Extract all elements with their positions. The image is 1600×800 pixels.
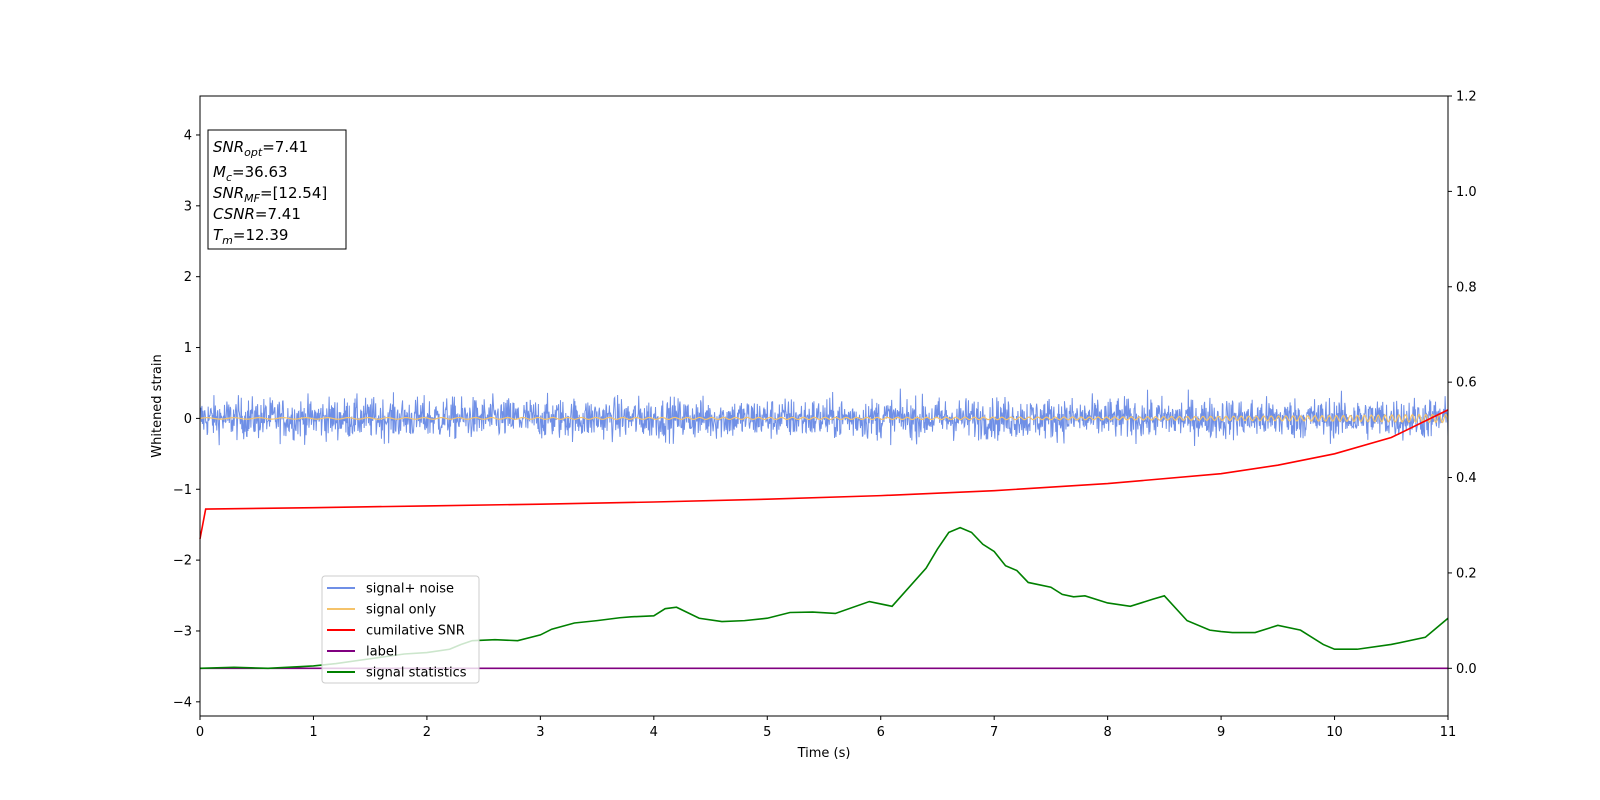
- y2-tick-label: 0.2: [1456, 566, 1477, 581]
- x-tick-label: 7: [990, 725, 998, 740]
- annotation-line: SNRopt=7.41: [213, 138, 308, 159]
- y2-tick-label: 0.8: [1456, 280, 1477, 295]
- x-tick-label: 10: [1326, 725, 1343, 740]
- legend-label: cumilative SNR: [366, 624, 465, 639]
- y2-tick-label: 0.6: [1456, 376, 1477, 391]
- y2-tick-label: 0.4: [1456, 471, 1477, 486]
- legend: signal+ noise signal only cumilative SNR la…: [321, 575, 480, 684]
- y-tick-label: −2: [173, 554, 192, 569]
- plot-frame: [199, 95, 1449, 717]
- x-tick-label: 0: [196, 725, 204, 740]
- annotation-frame: [207, 129, 347, 250]
- y-axis-right: 0.0 0.2 0.4 0.6 0.8 1.0 1.2: [1448, 90, 1477, 677]
- legend-frame: [321, 575, 480, 684]
- x-axis: 0 1 2 3 4 5 6 7 8 9 10 11: [196, 716, 1456, 740]
- x-tick-label: 1: [309, 725, 317, 740]
- annotation-line: Mc=36.63: [213, 163, 288, 184]
- y-tick-label: 3: [184, 199, 192, 214]
- x-tick-label: 6: [877, 725, 885, 740]
- series-line-signal-only: [199, 413, 1449, 424]
- legend-label: label: [366, 645, 397, 660]
- y-tick-label: −4: [173, 695, 192, 710]
- x-tick-label: 9: [1217, 725, 1225, 740]
- annotation-line: CSNR=7.41: [213, 205, 301, 223]
- series-line-signal-noise: [199, 388, 1449, 446]
- y-tick-label: −1: [173, 483, 192, 498]
- annotation-line: Tm=12.39: [213, 226, 288, 247]
- annotation-line: SNRMF=[12.54]: [213, 184, 327, 205]
- y-axis-label: Whitened strain: [150, 354, 165, 457]
- x-tick-label: 3: [536, 725, 544, 740]
- legend-label: signal only: [366, 603, 436, 618]
- y-tick-label: −3: [173, 624, 192, 639]
- y-tick-label: 4: [184, 128, 192, 143]
- x-tick-label: 11: [1440, 725, 1457, 740]
- x-tick-label: 5: [763, 725, 771, 740]
- y-tick-label: 1: [184, 341, 192, 356]
- series-line-cumilative-snr: [199, 409, 1449, 540]
- y-tick-label: 0: [184, 412, 192, 427]
- y2-tick-label: 1.2: [1456, 90, 1477, 105]
- annotation-box: SNRopt=7.41 Mc=36.63SNRMF=[12.54]CSNR=7.4…: [207, 129, 347, 250]
- x-tick-label: 4: [650, 725, 658, 740]
- x-tick-label: 8: [1103, 725, 1111, 740]
- legend-label: signal+ noise: [366, 582, 454, 597]
- y2-tick-label: 1.0: [1456, 185, 1477, 200]
- y-tick-label: 2: [184, 270, 192, 285]
- legend-label: signal statistics: [366, 666, 467, 681]
- y-axis-left: −4 −3 −2 −1 0 1 2 3 4: [173, 128, 200, 710]
- x-tick-label: 2: [423, 725, 431, 740]
- y2-tick-label: 0.0: [1456, 662, 1477, 677]
- x-axis-label: Time (s): [797, 746, 851, 761]
